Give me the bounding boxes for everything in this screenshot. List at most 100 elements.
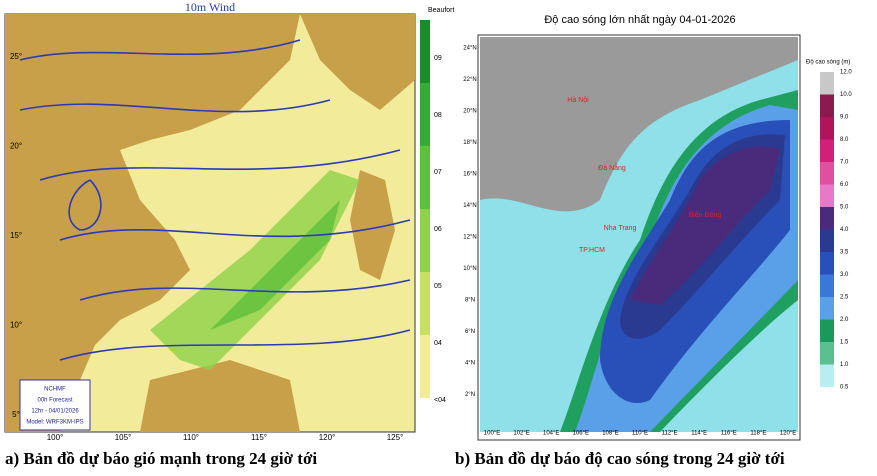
colorbar-tick: 9.0 — [840, 115, 849, 121]
lat-label: 20°N — [463, 109, 476, 115]
colorbar-tick: 3.0 — [840, 272, 849, 278]
lon-label: 115° — [251, 433, 267, 442]
colorbar-swatch — [820, 94, 834, 117]
isobars — [19, 39, 411, 361]
colorbar-tick: 8.0 — [840, 137, 849, 143]
lat-label: 15° — [10, 231, 22, 240]
lat-label: 22°N — [463, 77, 476, 83]
lon-label: 120°E — [780, 431, 796, 437]
colorbar-label: Độ cao sóng (m) — [806, 60, 850, 66]
colorbar-swatch — [820, 72, 834, 95]
lon-label: 116°E — [721, 431, 737, 437]
colorbar-tick: 07 — [434, 169, 442, 176]
colorbar-swatch — [820, 162, 834, 185]
colorbar-tick: 6.0 — [840, 182, 849, 188]
colorbar-tick: 12.0 — [840, 70, 852, 76]
map-title: Độ cao sóng lớn nhất ngày 04-01-2026 — [544, 14, 735, 26]
colorbar-swatch — [820, 229, 834, 252]
colorbar-tick: 5.0 — [840, 205, 849, 211]
lon-label: 110° — [183, 433, 199, 442]
colorbar-swatch — [420, 335, 430, 398]
colorbar-swatch — [420, 20, 430, 83]
colorbar-tick: 4.0 — [840, 227, 849, 233]
lon-label: 105° — [115, 433, 132, 442]
info-text: NCHMF — [44, 387, 66, 393]
colorbar-tick: 05 — [434, 283, 442, 290]
lon-label: 110°E — [632, 431, 648, 437]
colorbar-tick: 3.5 — [840, 250, 849, 256]
colorbar-tick: 1.0 — [840, 362, 849, 368]
lat-label: 5° — [12, 410, 20, 419]
caption: a) Bản đồ dự báo gió mạnh trong 24 giờ t… — [5, 449, 317, 468]
colorbar-tick: <04 — [434, 397, 446, 404]
colorbar-tick: 08 — [434, 112, 442, 119]
colorbar-swatch — [820, 342, 834, 365]
colorbar-tick: 2.5 — [840, 295, 849, 301]
colorbar-tick: 2.0 — [840, 317, 849, 323]
colorbar-tick: 04 — [434, 340, 442, 347]
place-label: Đà Nẵng — [598, 163, 626, 172]
place-label: Hà Nội — [567, 97, 589, 104]
colorbar-swatch — [820, 207, 834, 230]
colorbar-swatch — [820, 139, 834, 162]
colorbar-tick: 09 — [434, 55, 442, 62]
colorbar-tick: 7.0 — [840, 160, 849, 166]
lon-label: 118°E — [750, 431, 766, 437]
colorbar-swatch — [420, 83, 430, 146]
colorbar-swatch — [820, 117, 834, 140]
info-box — [19, 379, 91, 431]
lat-label: 10°N — [463, 266, 476, 272]
wave-map: Độ cao sóng lớn nhất ngày 04-01-2026 Độ … — [477, 14, 850, 441]
colorbar-swatch — [420, 209, 430, 272]
colorbar-swatch — [820, 364, 834, 387]
wave-zone — [630, 146, 780, 305]
lat-label: 6°N — [465, 329, 475, 335]
lat-label: 18°N — [463, 140, 476, 146]
colorbar-tick: 06 — [434, 226, 442, 233]
colorbar-swatch — [820, 319, 834, 342]
lat-label: 20° — [10, 142, 22, 151]
colorbar-tick: 10.0 — [840, 92, 852, 98]
colorbar-swatch — [820, 274, 834, 297]
place-label: Biển Đông — [689, 211, 722, 219]
lon-label: 100° — [47, 433, 64, 442]
map-title: 10m Wind — [185, 0, 235, 14]
land — [5, 14, 300, 432]
lon-label: 100°E — [484, 431, 500, 437]
lon-label: 108°E — [602, 431, 618, 437]
lon-label: 125° — [387, 433, 404, 442]
lat-label: 25° — [10, 52, 22, 61]
land — [350, 170, 395, 280]
lon-label: 102°E — [513, 431, 529, 437]
land — [300, 14, 415, 110]
lon-label: 114°E — [691, 431, 707, 437]
colorbar-swatch — [820, 297, 834, 320]
colorbar-label: Beaufort — [428, 7, 455, 14]
caption: b) Bản đồ dự báo độ cao sóng trong 24 gi… — [455, 449, 785, 468]
info-text: Model: WRF3KM-IPS — [26, 420, 83, 426]
colorbar-swatch — [820, 252, 834, 275]
place-label: Nha Trang — [604, 225, 637, 232]
lat-label: 8°N — [465, 298, 475, 304]
lat-label: 10° — [10, 321, 22, 330]
wind-band — [150, 170, 360, 370]
colorbar-tick: 1.5 — [840, 340, 849, 346]
lat-label: 4°N — [465, 361, 475, 367]
lat-label: 14°N — [463, 203, 476, 209]
lon-label: 104°E — [543, 431, 559, 437]
colorbar-swatch — [420, 146, 430, 209]
colorbar-swatch — [420, 272, 430, 335]
info-text: 00h Forecast — [37, 398, 72, 404]
land — [140, 360, 300, 432]
lat-label: 24°N — [463, 46, 476, 52]
lon-label: 112°E — [662, 431, 678, 437]
colorbar-swatch — [820, 184, 834, 207]
place-label: TP.HCM — [579, 247, 605, 254]
info-text: 12hr - 04/01/2026 — [31, 409, 79, 415]
lat-label: 16°N — [463, 172, 476, 178]
lon-label: 120° — [319, 433, 336, 442]
wind-band — [210, 200, 340, 330]
colorbar-tick: 0.5 — [840, 385, 849, 391]
wind-map: 10m Wind Beaufort — [4, 0, 455, 433]
